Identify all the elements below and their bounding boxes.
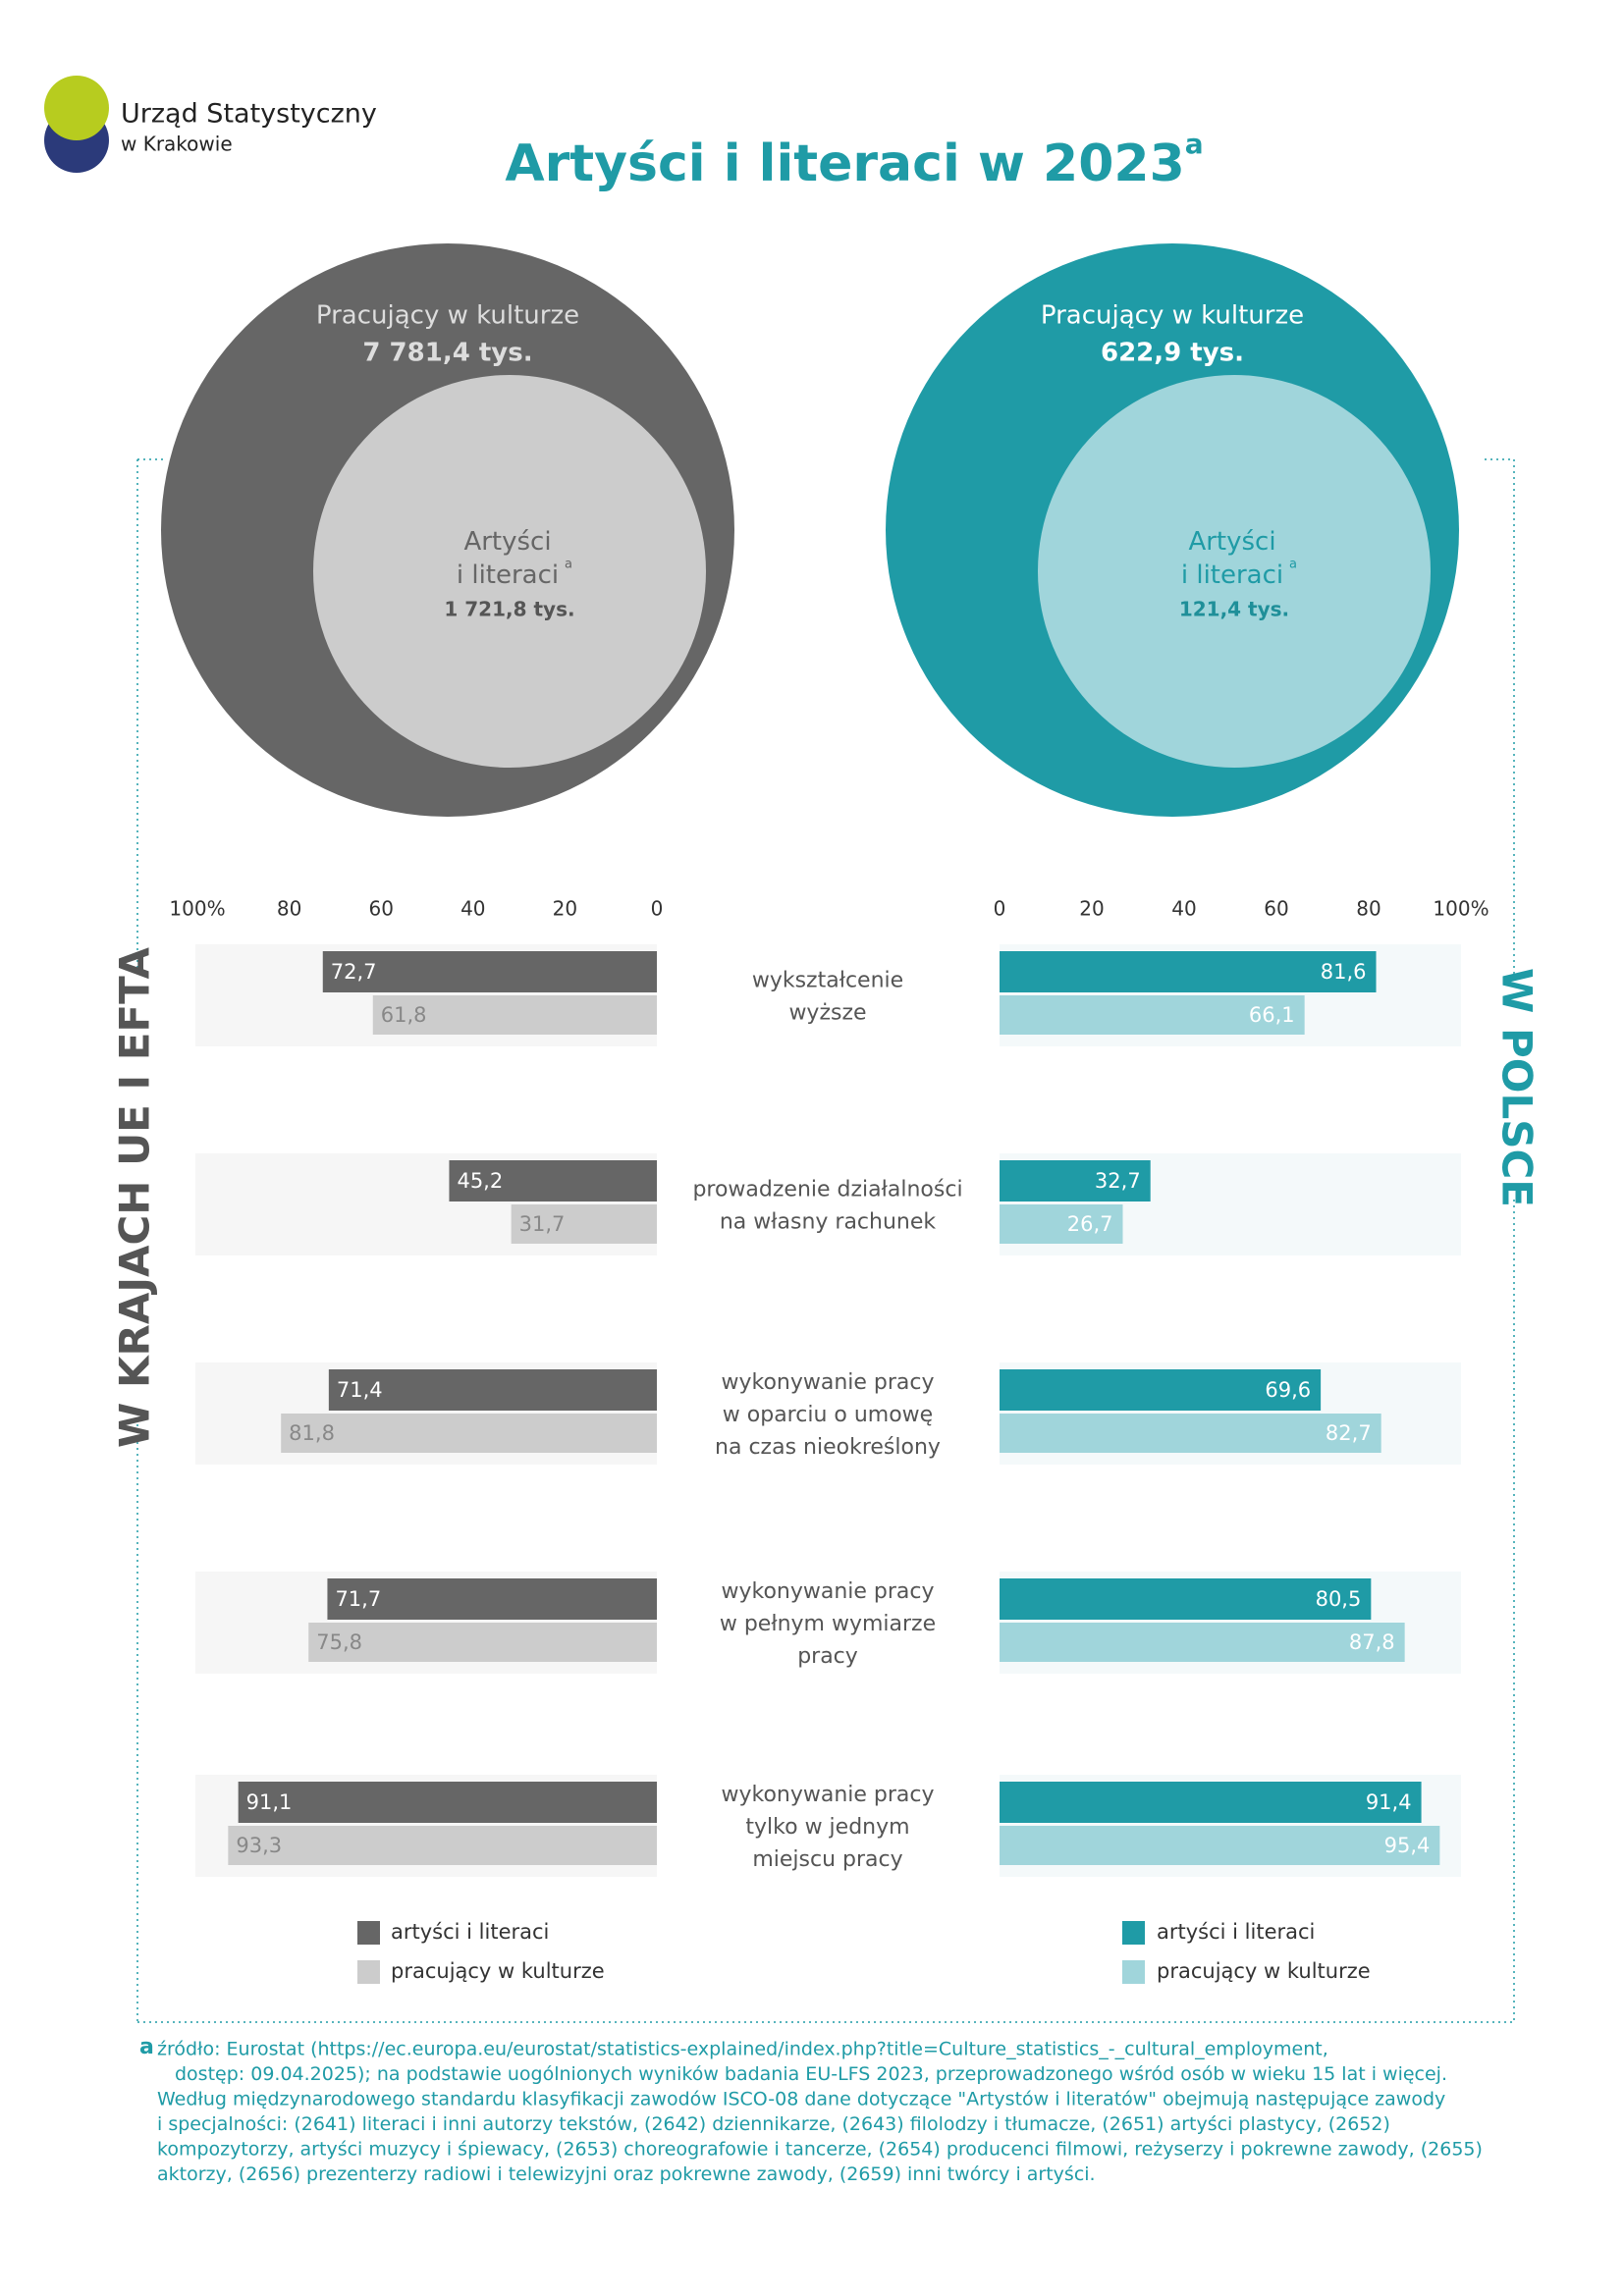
legend-swatch: [1122, 1921, 1145, 1945]
bar: [322, 951, 657, 992]
footnote-line: aktorzy, (2656) prezenterzy radiowi i te…: [157, 2163, 1096, 2185]
bar: [1000, 995, 1305, 1035]
legend-swatch: [357, 1960, 380, 1984]
outer-label: Pracujący w kulturze: [316, 301, 579, 331]
org-name: Urząd Statystyczny: [121, 99, 377, 130]
footnote-line: dostęp: 09.04.2025); na podstawie uogóln…: [175, 2063, 1447, 2085]
value-label: 71,7: [335, 1587, 381, 1611]
value-label: 93,3: [236, 1834, 282, 1857]
footnote-line: kompozytorzy, artyści muzycy i śpiewacy,…: [157, 2139, 1483, 2161]
x-tick-label: 60: [368, 897, 393, 921]
x-tick-label: 80: [1356, 897, 1380, 921]
x-tick-label: 60: [1264, 897, 1288, 921]
value-label: 80,5: [1316, 1587, 1362, 1611]
x-tick-label: 0: [994, 897, 1006, 921]
category-label: wykonywanie pracy tylko w jednym miejscu p…: [721, 1783, 934, 1872]
legend-label: artyści i literaci: [391, 1920, 549, 1944]
inner-value: 121,4 tys.: [1179, 598, 1289, 621]
bar: [1000, 1204, 1123, 1244]
legend-swatch: [1122, 1960, 1145, 1984]
category-label: prowadzenie działalności na własny rachun…: [692, 1178, 962, 1235]
x-tick-label: 20: [553, 897, 577, 921]
bar: [308, 1623, 657, 1662]
value-label: 32,7: [1095, 1169, 1141, 1193]
bar: [228, 1826, 657, 1865]
x-tick-label: 40: [1171, 897, 1196, 921]
x-tick-label: 20: [1079, 897, 1104, 921]
legend-label: artyści i literaci: [1157, 1920, 1315, 1944]
logo-circle-green: [44, 76, 109, 140]
inner-label: Artyści i literaci: [1181, 527, 1283, 590]
x-tick-label: 100%: [1433, 897, 1489, 921]
bar: [281, 1414, 657, 1453]
legend-label: pracujący w kulturze: [1157, 1959, 1371, 1983]
inner-circle: [313, 375, 706, 768]
legend-swatch: [357, 1921, 380, 1945]
bar: [1000, 1782, 1422, 1823]
bar: [1000, 1414, 1381, 1453]
x-tick-label: 40: [460, 897, 485, 921]
bar: [372, 995, 657, 1035]
value-label: 75,8: [316, 1630, 362, 1654]
value-label: 31,7: [519, 1212, 566, 1236]
inner-circle: [1038, 375, 1431, 768]
logo: [44, 76, 109, 173]
value-label: 26,7: [1067, 1212, 1113, 1236]
footnote-line: i specjalności: (2641) literaci i inni a…: [157, 2113, 1390, 2135]
footnote-marker: a: [139, 2035, 154, 2059]
category-label: wykształcenie wyższe: [752, 969, 903, 1026]
value-label: 91,4: [1366, 1790, 1412, 1814]
bar: [1000, 951, 1377, 992]
bar: [1000, 1826, 1440, 1865]
outer-value: 622,9 tys.: [1101, 339, 1244, 368]
value-label: 81,8: [289, 1421, 335, 1445]
value-label: 71,4: [337, 1378, 383, 1402]
value-label: 91,1: [246, 1790, 293, 1814]
title-note: a: [1185, 128, 1204, 160]
value-label: 95,4: [1384, 1834, 1431, 1857]
inner-value: 1 721,8 tys.: [444, 598, 574, 621]
bar: [449, 1160, 657, 1201]
bar: [1000, 1369, 1322, 1411]
value-label: 87,8: [1349, 1630, 1395, 1654]
chart-title: W KRAJACH UE I EFTA: [111, 947, 159, 1449]
x-tick-label: 100%: [169, 897, 225, 921]
bar: [1000, 1578, 1372, 1620]
footnote-line: źródło: Eurostat (https://ec.europa.eu/e…: [157, 2039, 1328, 2060]
chart-title: W POLSCE: [1493, 968, 1542, 1207]
frame: [136, 458, 1515, 2023]
inner-note: a: [565, 558, 572, 572]
org-city: w Krakowie: [121, 133, 233, 156]
value-label: 81,6: [1321, 960, 1367, 984]
value-label: 66,1: [1249, 1003, 1295, 1027]
value-label: 61,8: [381, 1003, 427, 1027]
bar: [327, 1578, 657, 1620]
inner-label: Artyści i literaci: [457, 527, 559, 590]
bar: [511, 1204, 657, 1244]
value-label: 45,2: [457, 1169, 503, 1193]
legend-label: pracujący w kulturze: [391, 1959, 605, 1983]
bar: [1000, 1623, 1405, 1662]
value-label: 72,7: [331, 960, 377, 984]
bar: [1000, 1160, 1151, 1201]
title: Artyści i literaci w 2023a: [505, 128, 1203, 193]
bar: [238, 1782, 658, 1823]
inner-note: a: [1289, 558, 1297, 572]
outer-label: Pracujący w kulturze: [1041, 301, 1304, 331]
bar: [328, 1369, 657, 1411]
x-tick-label: 80: [277, 897, 301, 921]
category-label: wykonywanie pracy w pełnym wymiarze pracy: [720, 1579, 936, 1669]
footnote-line: Według międzynarodowego standardu klasyf…: [157, 2089, 1445, 2110]
value-label: 69,6: [1265, 1378, 1311, 1402]
outer-value: 7 781,4 tys.: [362, 339, 532, 368]
category-label: wykonywanie pracy w oparciu o umowę na cza…: [715, 1370, 941, 1460]
title-text: Artyści i literaci w 2023: [505, 134, 1184, 193]
value-label: 82,7: [1326, 1421, 1372, 1445]
x-tick-label: 0: [651, 897, 664, 921]
